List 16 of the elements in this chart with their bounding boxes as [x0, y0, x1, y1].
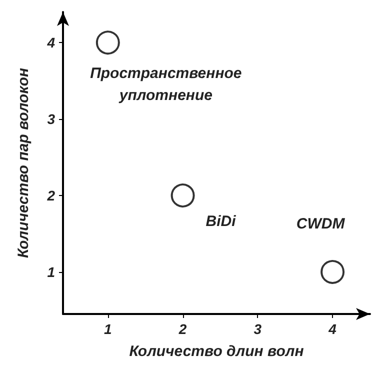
point [96, 30, 120, 55]
point [320, 260, 345, 284]
x-tick-label: 3 [254, 321, 262, 337]
y-tick-label: 1 [47, 264, 56, 280]
y-tick-label: 4 [46, 34, 56, 51]
point [170, 184, 195, 208]
x-axis-title: Количество длин волн [129, 343, 304, 360]
y-tick-label: 3 [47, 111, 56, 128]
x-tick-label: 4 [328, 321, 337, 337]
x-tick-label: 2 [178, 321, 187, 337]
y-axis-title: Количество пар волокон [15, 68, 32, 258]
y-tick-label: 2 [46, 187, 56, 204]
annotation: BiDi [206, 212, 237, 230]
annotation: Пространственное уплотнение [90, 65, 242, 104]
x-tick-label: 1 [104, 321, 112, 337]
annotation: CWDM [296, 215, 346, 232]
